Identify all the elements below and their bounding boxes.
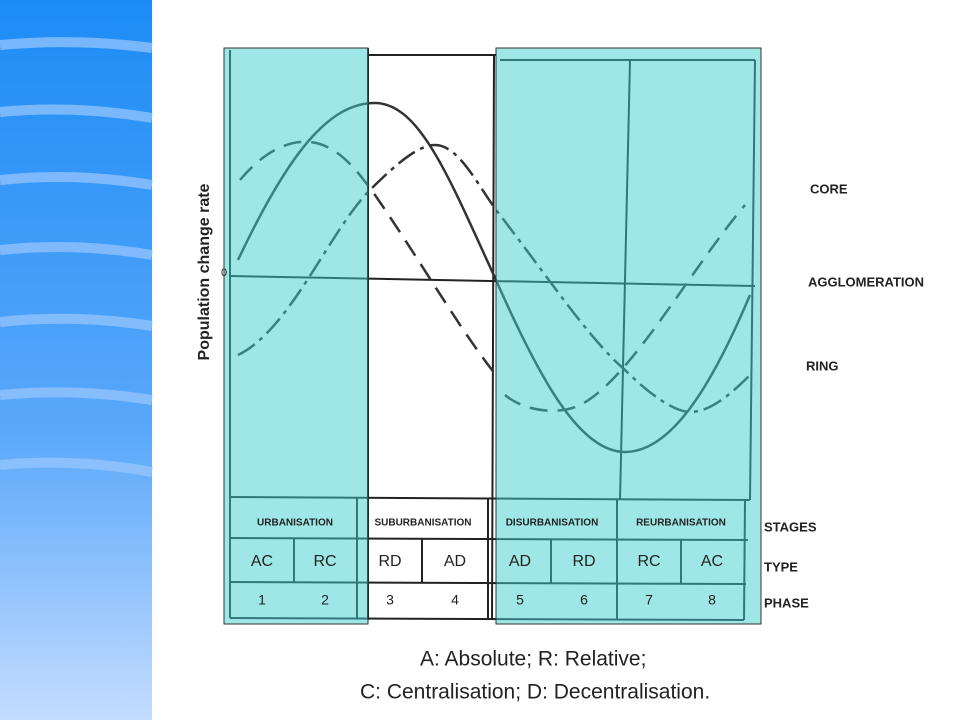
curve-label: RING [806,358,839,373]
highlight-right [495,47,762,625]
stage-label: URBANISATION [257,518,333,529]
phase-label: 4 [451,592,459,608]
type-label: RD [378,553,401,570]
phase-label: 7 [645,592,653,608]
zero-label: 0 [221,267,227,279]
phase-label: 5 [516,592,524,608]
type-label: AD [444,553,466,570]
row-label: STAGES [764,519,817,534]
row-label: TYPE [764,559,798,574]
highlight-left [223,47,369,625]
curve-label: CORE [810,181,848,196]
phase-label: 6 [580,592,588,608]
row-label: PHASE [764,595,809,610]
curve-label: AGGLOMERATION [808,274,924,289]
phase-label: 8 [708,592,716,608]
axis-label: Population change rate [196,183,213,360]
type-label: AD [509,553,531,570]
legend-line: A: Absolute; R: Relative; [420,648,646,671]
phase-label: 1 [258,592,266,608]
type-label: RC [637,553,660,570]
legend-line: C: Centralisation; D: Decentralisation. [360,681,710,704]
phase-label: 3 [386,592,394,608]
type-label: RC [313,553,336,570]
stage-label: SUBURBANISATION [374,518,471,529]
type-label: AC [251,553,273,570]
stage-label: REURBANISATION [636,518,726,529]
phase-label: 2 [321,592,329,608]
type-label: RD [572,553,595,570]
type-label: AC [701,553,723,570]
side-band [0,0,152,720]
side-waves [0,37,153,477]
stage-label: DISURBANISATION [506,518,599,529]
